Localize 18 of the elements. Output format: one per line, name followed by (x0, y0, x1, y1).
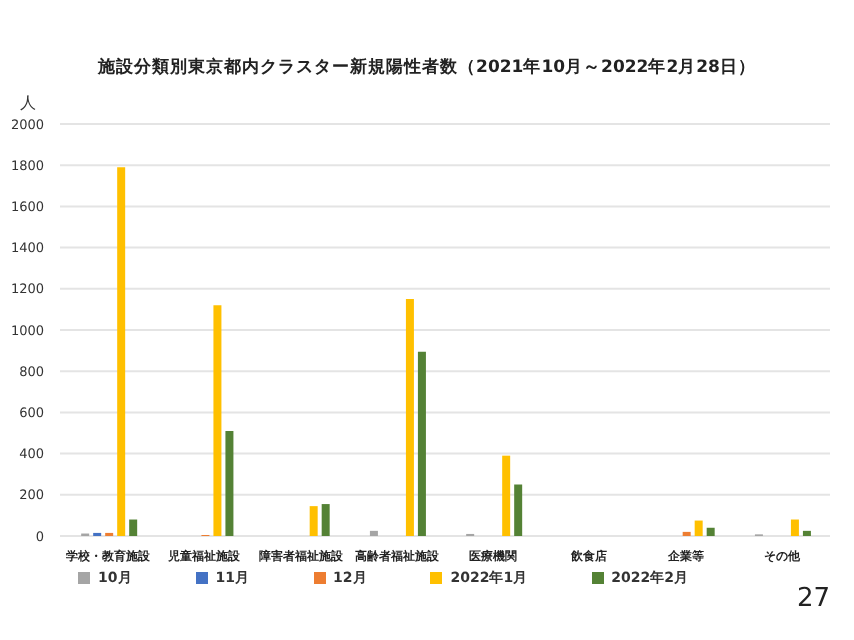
bar (417, 351, 426, 536)
bar (129, 519, 138, 536)
bar (790, 519, 799, 536)
bar (802, 530, 811, 536)
y-axis-title: 人 (20, 92, 36, 114)
bar (369, 530, 378, 536)
bar (502, 455, 511, 536)
bar (213, 305, 222, 536)
bar (225, 430, 234, 536)
bar (706, 527, 715, 536)
bar (321, 504, 330, 536)
text: 27 (796, 584, 830, 614)
bar (514, 484, 523, 536)
chart-title: 施設分類別東京都内クラスター新規陽性者数（2021年10月～2022年2月28日） (95, 56, 758, 80)
bar (309, 506, 318, 536)
bar (694, 520, 703, 536)
bar (117, 167, 126, 536)
bar (405, 299, 414, 536)
